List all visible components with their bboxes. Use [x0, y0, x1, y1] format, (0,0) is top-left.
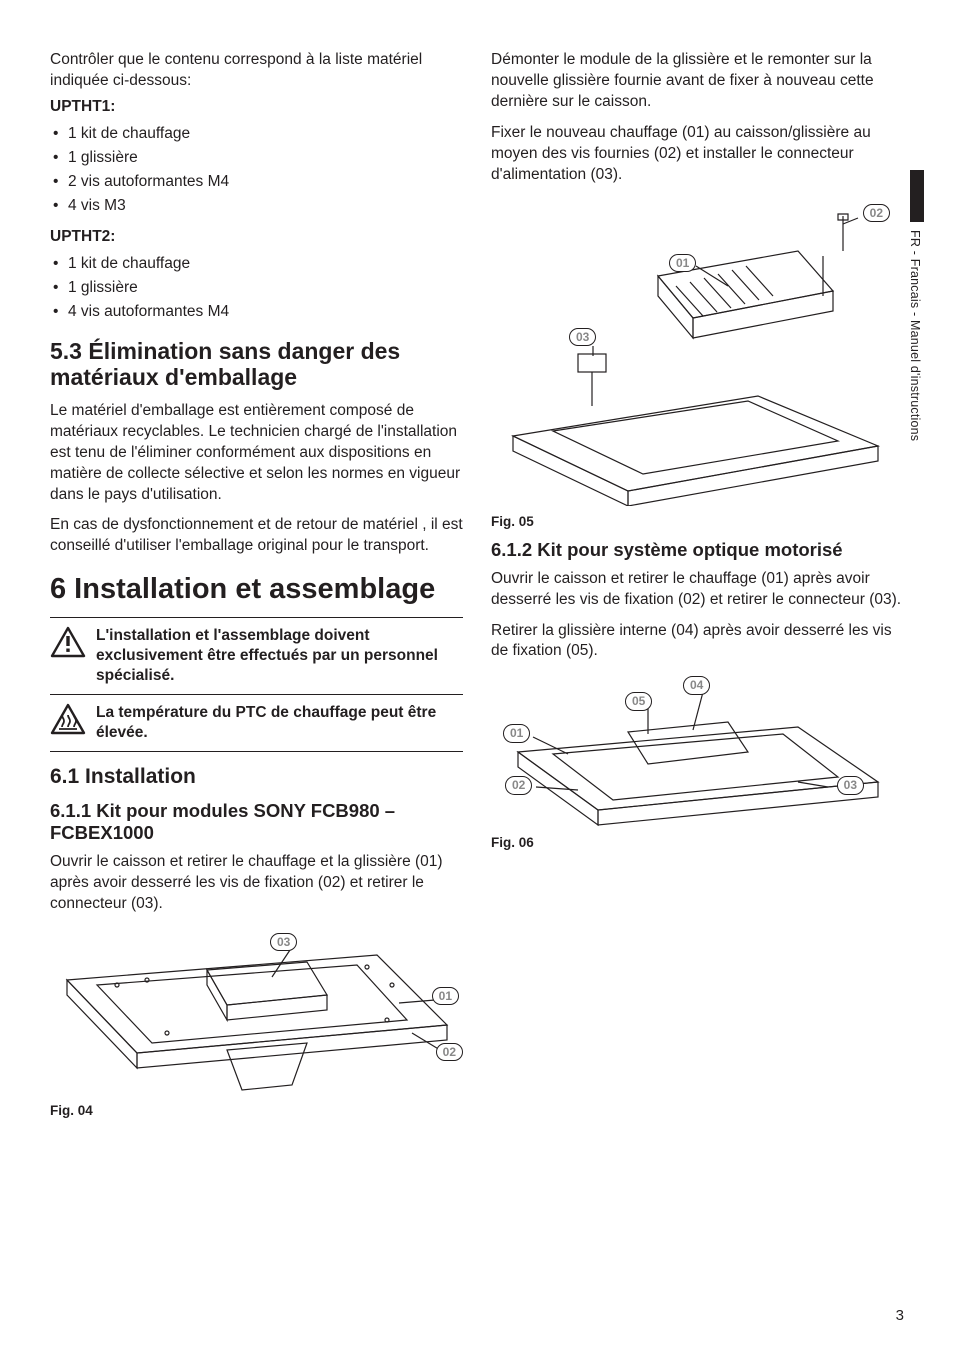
figure-05-caption: Fig. 05	[491, 514, 904, 529]
list-item: 1 kit de chauffage	[50, 122, 463, 146]
hot-surface-icon	[50, 703, 86, 740]
para-6-1-2-b: Retirer la glissière interne (04) après …	[491, 621, 904, 663]
side-tab-label: FR - Francais - Manuel d'instructions	[908, 230, 922, 441]
balloon-01: 01	[669, 254, 696, 272]
figure-06-caption: Fig. 06	[491, 835, 904, 850]
heading-6-1-1: 6.1.1 Kit pour modules SONY FCB980 – FCB…	[50, 800, 463, 844]
para-5-3-a: Le matériel d'emballage est entièrement …	[50, 401, 463, 506]
heading-5-3: 5.3 Élimination sans danger des matériau…	[50, 338, 463, 391]
intro-text: Contrôler que le contenu correspond à la…	[50, 50, 463, 92]
para-right-2: Fixer le nouveau chauffage (01) au caiss…	[491, 123, 904, 186]
figure-04: 03 01 02	[50, 925, 463, 1095]
balloon-03: 03	[837, 776, 864, 794]
balloon-02: 02	[436, 1043, 463, 1061]
list-item: 1 glissière	[50, 146, 463, 170]
left-column: Contrôler que le contenu correspond à la…	[50, 50, 463, 1128]
kit1-label: UPTHT1:	[50, 98, 463, 116]
heading-6-1: 6.1 Installation	[50, 764, 463, 789]
para-6-1-2-a: Ouvrir le caisson et retirer le chauffag…	[491, 569, 904, 611]
balloon-03: 03	[270, 933, 297, 951]
figure-06: 01 02 03 04 05	[491, 672, 904, 827]
list-item: 4 vis autoformantes M4	[50, 300, 463, 324]
para-right-1: Démonter le module de la glissière et le…	[491, 50, 904, 113]
warning-text-2: La température du PTC de chauffage peut …	[96, 703, 463, 743]
side-language-tab: FR - Francais - Manuel d'instructions	[908, 170, 926, 441]
heading-6-1-2: 6.1.2 Kit pour système optique motorisé	[491, 539, 904, 561]
para-6-1-1: Ouvrir le caisson et retirer le chauffag…	[50, 852, 463, 915]
warning-icon	[50, 626, 86, 663]
kit1-list: 1 kit de chauffage 1 glissière 2 vis aut…	[50, 122, 463, 218]
heading-6: 6 Installation et assemblage	[50, 573, 463, 606]
warning-callout-1: L'installation et l'assemblage doivent e…	[50, 617, 463, 695]
balloon-03: 03	[569, 328, 596, 346]
warning-text-1: L'installation et l'assemblage doivent e…	[96, 626, 463, 686]
side-tab-bar	[910, 170, 924, 222]
balloon-02: 02	[863, 204, 890, 222]
kit2-list: 1 kit de chauffage 1 glissière 4 vis aut…	[50, 252, 463, 324]
balloon-05: 05	[625, 692, 652, 710]
figure-04-caption: Fig. 04	[50, 1103, 463, 1118]
balloon-04: 04	[683, 676, 710, 694]
list-item: 2 vis autoformantes M4	[50, 170, 463, 194]
list-item: 4 vis M3	[50, 194, 463, 218]
balloon-01: 01	[503, 724, 530, 742]
right-column: Démonter le module de la glissière et le…	[491, 50, 904, 1128]
page-number: 3	[896, 1307, 904, 1324]
figure-05: 01 02 03	[491, 196, 904, 506]
para-5-3-b: En cas de dysfonctionnement et de retour…	[50, 515, 463, 557]
balloon-01: 01	[432, 987, 459, 1005]
warning-callout-2: La température du PTC de chauffage peut …	[50, 695, 463, 752]
list-item: 1 kit de chauffage	[50, 252, 463, 276]
kit2-label: UPTHT2:	[50, 228, 463, 246]
balloon-02: 02	[505, 776, 532, 794]
list-item: 1 glissière	[50, 276, 463, 300]
